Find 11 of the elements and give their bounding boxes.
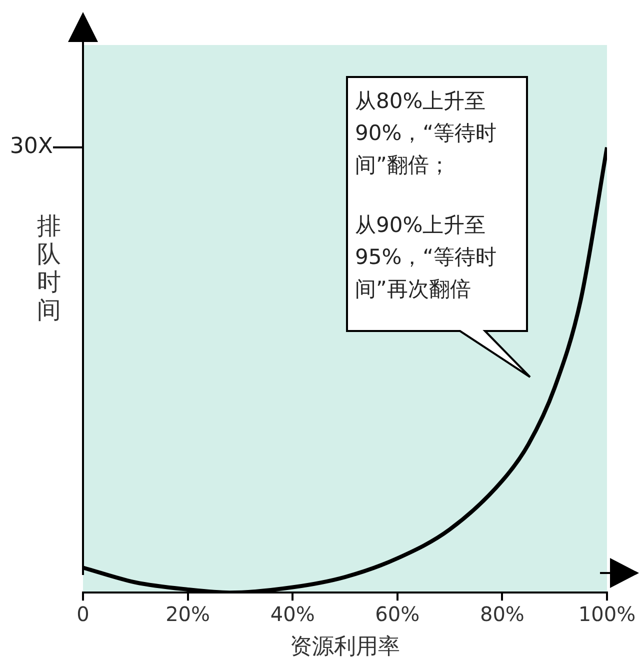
x-tick-label: 0 (76, 602, 90, 626)
x-tick-label: 40% (270, 602, 315, 626)
x-axis-title: 资源利用率 (290, 634, 400, 660)
x-tick-label: 100% (578, 602, 636, 626)
x-tick-label: 60% (375, 602, 420, 626)
x-tick-label: 20% (166, 602, 210, 626)
annotation: 从80%上升至90%，“等待时间”翻倍； (355, 88, 498, 179)
x-tick-label: 80% (480, 602, 524, 626)
y-axis-title: 排队时间 (36, 212, 62, 324)
annotation: 从90%上升至95%，“等待时间”再次翻倍 (355, 212, 498, 303)
text: 30X (10, 134, 53, 160)
